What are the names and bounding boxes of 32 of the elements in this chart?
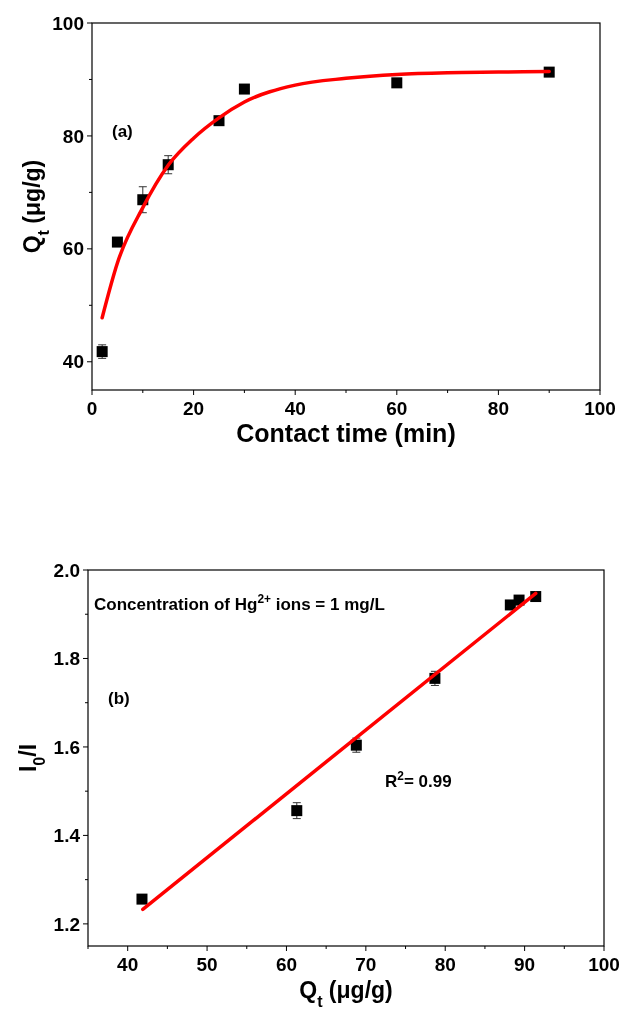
annotation: Concentration of Hg$^{2+}$ ions = 1 mg/L [94, 592, 385, 614]
y-tick-label: 1.2 [53, 913, 80, 935]
point [111, 236, 123, 248]
x-axis-title: Contact time (min) [236, 419, 456, 447]
y-tick-label: 40 [62, 351, 84, 373]
x-axis-title: Q$_{t}$ (μg/g) [299, 977, 393, 1010]
y-tick-label: 1.8 [53, 648, 80, 670]
x-tick-label: 40 [117, 954, 139, 975]
y-tick-label: 60 [62, 238, 84, 260]
annotation: (a) [112, 122, 133, 141]
y-tick-label: 1.6 [53, 736, 80, 758]
x-tick-label: 90 [514, 954, 536, 975]
point [238, 83, 250, 95]
x-tick-label: 60 [275, 954, 298, 975]
annotation: (b) [108, 689, 130, 708]
point [391, 77, 403, 89]
x-tick-label: 100 [588, 954, 620, 975]
x-tick-label: 80 [434, 954, 456, 975]
y-tick-label: 100 [52, 12, 84, 34]
y-tick-label: 1.4 [53, 825, 81, 847]
y-tick-label: 80 [62, 125, 84, 147]
x-tick-label: 100 [584, 398, 616, 419]
point [136, 893, 148, 905]
x-tick-label: 60 [386, 398, 408, 419]
x-tick-label: 50 [196, 954, 218, 975]
y-tick-label: 2.0 [53, 559, 80, 581]
x-tick-label: 70 [355, 954, 377, 975]
x-tick-label: 0 [86, 398, 98, 419]
annotation: R$^{2}$= 0.99 [385, 769, 452, 791]
x-tick-label: 40 [284, 398, 306, 419]
x-tick-label: 80 [487, 398, 509, 419]
x-tick-label: 20 [183, 398, 205, 419]
